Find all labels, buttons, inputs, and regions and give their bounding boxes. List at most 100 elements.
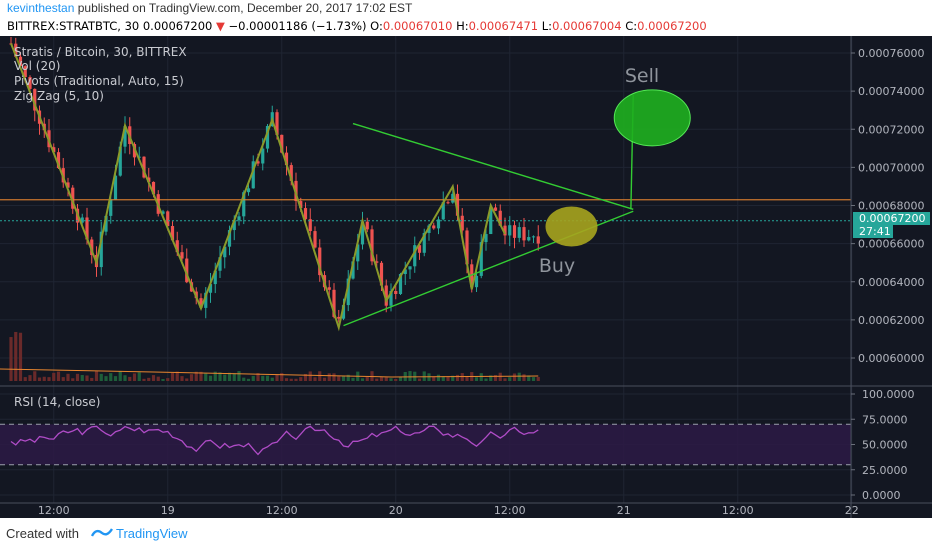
volume-bar xyxy=(42,376,46,381)
volume-bar xyxy=(33,371,37,381)
candle-body xyxy=(417,245,422,253)
candle-body xyxy=(28,77,32,89)
candle-body xyxy=(375,261,379,263)
candle-body xyxy=(170,226,175,241)
volume-bar xyxy=(284,378,289,381)
candle-body xyxy=(213,270,217,285)
price-tick-label: 0.00072000 xyxy=(858,123,924,136)
rsi-tick-label: 100.0000 xyxy=(862,388,915,401)
candle-body xyxy=(66,182,70,188)
volume-bar xyxy=(270,377,274,381)
volume-bar xyxy=(52,372,56,381)
volume-bar xyxy=(175,371,179,381)
volume-bar xyxy=(161,378,165,381)
volume-bar xyxy=(223,374,227,381)
candle-body xyxy=(365,221,369,230)
buy-zone-ellipse xyxy=(545,206,598,247)
price-tick-label: 0.00062000 xyxy=(858,314,924,327)
volume-bar xyxy=(242,377,246,381)
created-with-text: Created with xyxy=(6,526,79,541)
volume-bar xyxy=(432,376,436,381)
countdown-text: 27:41 xyxy=(859,225,891,238)
candle-body xyxy=(465,230,469,265)
candle-body xyxy=(185,258,189,283)
chart-canvas[interactable]: 0.00076000 0.00074000 0.00072000 0.00070000… xyxy=(0,36,932,518)
legend-vol: Vol (20) xyxy=(14,59,60,73)
volume-bar xyxy=(218,372,222,381)
legend-zigzag: Zig Zag (5, 10) xyxy=(14,89,104,103)
candle-body xyxy=(142,156,146,178)
sell-target-ellipse xyxy=(613,89,691,147)
volume-bar xyxy=(308,371,312,381)
candle-body xyxy=(251,161,255,189)
low-label: L: xyxy=(541,19,553,33)
volume-bar xyxy=(446,376,450,381)
candle-body xyxy=(56,152,61,169)
last-price-tag xyxy=(853,212,930,225)
candle-body xyxy=(531,236,536,238)
volume-bar xyxy=(303,373,308,381)
candle-body xyxy=(280,134,284,153)
volume-bar xyxy=(512,373,517,381)
candle-body xyxy=(161,211,165,214)
price-tick-label: 0.00068000 xyxy=(858,200,924,213)
candle-body xyxy=(346,278,350,306)
legend-pivots: Pivots (Traditional, Auto, 15) xyxy=(14,74,184,88)
candle-body xyxy=(527,237,531,241)
candle-body xyxy=(242,192,246,217)
candle-body xyxy=(432,225,436,229)
candle-body xyxy=(351,261,355,279)
volume-bar xyxy=(498,372,502,381)
volume-bar xyxy=(337,376,341,381)
volume-bar xyxy=(56,371,61,381)
candle-body xyxy=(517,227,521,238)
candle-body xyxy=(199,298,203,308)
tradingview-brand-link[interactable]: TradingView xyxy=(116,526,188,541)
candle-body xyxy=(337,316,341,319)
author-link[interactable]: kevinthestan xyxy=(7,1,75,15)
candle-body xyxy=(289,165,293,181)
volume-bar xyxy=(318,371,322,381)
change-arrow-icon: ▼ xyxy=(216,19,225,33)
footer: Created with TradingView xyxy=(0,518,932,550)
volume-bar xyxy=(28,375,32,381)
volume-bar xyxy=(417,378,422,381)
candle-body xyxy=(536,236,540,244)
candle-body xyxy=(113,175,118,200)
volume-bar xyxy=(265,375,270,381)
candle-body xyxy=(389,290,393,306)
last-price: 0.00067200 xyxy=(142,19,213,33)
volume-bar xyxy=(151,375,156,381)
candle-body xyxy=(479,242,483,276)
published-text: published on TradingView.com, December 2… xyxy=(74,1,413,15)
volume-bar xyxy=(80,375,84,381)
volume-bar xyxy=(484,378,488,381)
high-label: H: xyxy=(456,19,469,33)
volume-bar xyxy=(294,378,298,381)
rsi-band xyxy=(0,423,851,466)
volume-bar xyxy=(109,373,113,381)
time-tick-label: 12:00 xyxy=(38,504,70,517)
time-tick-label: 12:00 xyxy=(494,504,526,517)
volume-bar xyxy=(85,375,89,381)
volume-bar xyxy=(227,372,232,381)
volume-bar xyxy=(280,373,284,381)
candle-body xyxy=(308,219,312,232)
candle-body xyxy=(455,193,460,216)
volume-bar xyxy=(474,377,479,381)
volume-bar xyxy=(422,371,426,381)
candle-body xyxy=(80,217,84,223)
candle-body xyxy=(384,285,388,306)
volume-bar xyxy=(66,373,70,381)
volume-bar xyxy=(289,378,293,381)
volume-bar xyxy=(132,373,137,381)
volume-bar xyxy=(527,375,531,381)
volume-bar xyxy=(479,373,483,381)
volume-bar xyxy=(256,373,260,381)
price-tick-label: 0.00066000 xyxy=(858,238,924,251)
low-value: 0.00067004 xyxy=(552,19,622,33)
legend-title: Stratis / Bitcoin, 30, BITTREX xyxy=(14,45,187,59)
volume-bar xyxy=(9,337,13,381)
volume-bar xyxy=(189,374,194,381)
volume-bar xyxy=(489,375,493,381)
